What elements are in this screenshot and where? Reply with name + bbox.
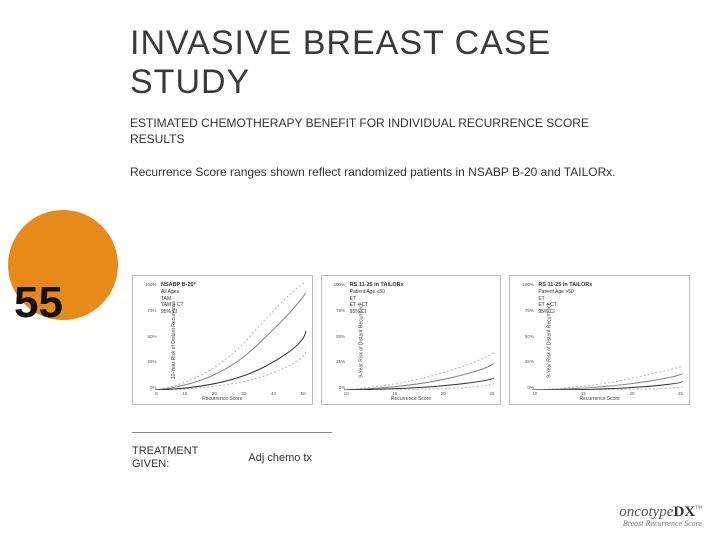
chart-tailorx-le50: 100% 75% 50% 25% 0% RS 11-25 in TAILORx … [321, 275, 502, 405]
slide: INVASIVE BREAST CASE STUDY ESTIMATED CHE… [0, 0, 720, 540]
divider [132, 432, 332, 433]
treatment-row: TREATMENTGIVEN: Adj chemo tx [132, 445, 312, 471]
chart-plot [155, 282, 306, 390]
chart-xaxis-label: Recurrence Score [580, 396, 620, 402]
treatment-value: Adj chemo tx [248, 452, 312, 464]
chart-yaxis-label: 9-Year Risk of Distant Recurrence [358, 302, 364, 377]
chart-xaxis-label: Recurrence Score [202, 396, 242, 402]
chart-xaxis-label: Recurrence Score [391, 396, 431, 402]
chart-yaxis-label: 10-Year Risk of Distant Recurrence [171, 301, 177, 379]
chart-yaxis-label: 9-Year Risk of Distant Recurrence [547, 302, 553, 377]
page-title: INVASIVE BREAST CASE STUDY [130, 24, 680, 102]
chart-tailorx-gt50: 100% 75% 50% 25% 0% RS 11-25 in TAILORx … [509, 275, 690, 405]
subtitle: ESTIMATED CHEMOTHERAPY BENEFIT FOR INDIV… [130, 116, 630, 147]
chart-nsabp: 100% 75% 50% 25% 0% NSABP B-20* All Ages… [132, 275, 313, 405]
charts-row: 100% 75% 50% 25% 0% NSABP B-20* All Ages… [132, 275, 690, 405]
note-text: Recurrence Score ranges shown reflect ra… [130, 165, 650, 181]
score-number: 55 [14, 278, 63, 328]
oncotype-logo: oncotypeDX™ Breast Recurrence Score [619, 505, 702, 528]
treatment-label: TREATMENTGIVEN: [132, 445, 198, 471]
logo-brand: oncotypeDX™ [619, 505, 702, 520]
score-badge: 55 [8, 210, 118, 320]
chart-plot [532, 282, 683, 390]
logo-tagline: Breast Recurrence Score [619, 520, 702, 528]
chart-plot [344, 282, 495, 390]
